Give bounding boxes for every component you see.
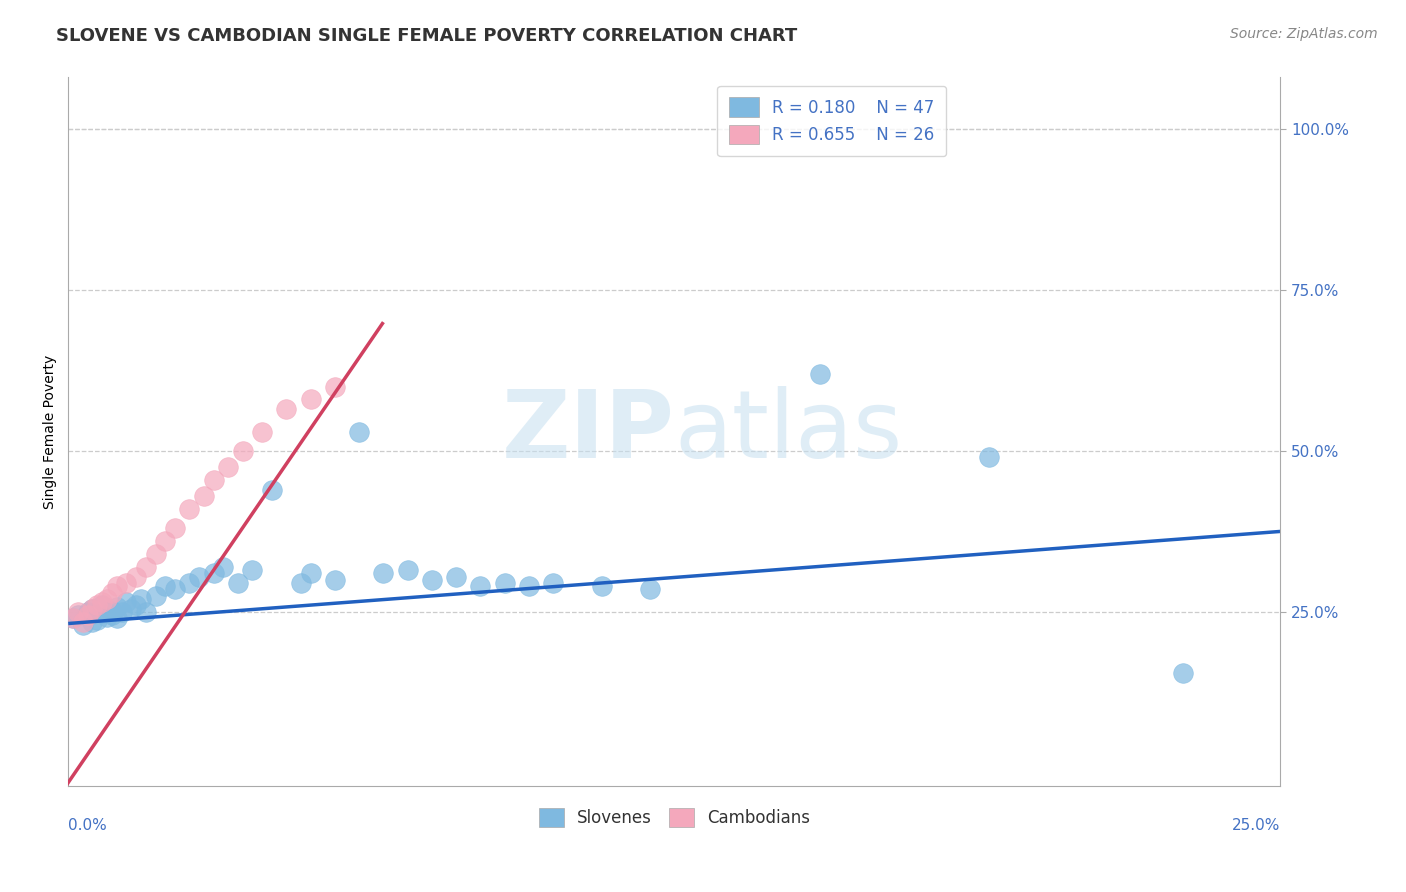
- Point: [135, 605, 157, 619]
- Point: [86, 599, 108, 613]
- Point: [110, 605, 132, 619]
- Text: 0.0%: 0.0%: [69, 818, 107, 832]
- Point: [153, 534, 176, 549]
- Legend: Slovenes, Cambodians: Slovenes, Cambodians: [531, 802, 817, 834]
- Point: [105, 579, 128, 593]
- Point: [101, 604, 124, 618]
- Text: ZIP: ZIP: [502, 385, 675, 477]
- Point: [299, 566, 322, 581]
- Point: [66, 605, 89, 619]
- Point: [202, 473, 225, 487]
- Point: [82, 601, 104, 615]
- Point: [153, 579, 176, 593]
- Point: [470, 579, 492, 593]
- Point: [1173, 666, 1195, 681]
- Point: [145, 589, 167, 603]
- Point: [179, 502, 201, 516]
- Point: [517, 579, 540, 593]
- Point: [62, 611, 84, 625]
- Point: [125, 599, 148, 613]
- Point: [72, 617, 94, 632]
- Point: [494, 576, 516, 591]
- Point: [444, 569, 467, 583]
- Point: [82, 601, 104, 615]
- Point: [979, 450, 1001, 465]
- Point: [145, 547, 167, 561]
- Point: [373, 566, 395, 581]
- Point: [193, 489, 215, 503]
- Point: [226, 576, 249, 591]
- Point: [62, 611, 84, 625]
- Point: [179, 576, 201, 591]
- Point: [212, 559, 235, 574]
- Point: [101, 608, 124, 623]
- Point: [638, 582, 661, 597]
- Point: [66, 608, 89, 623]
- Point: [217, 460, 239, 475]
- Point: [420, 573, 443, 587]
- Point: [105, 611, 128, 625]
- Point: [290, 576, 312, 591]
- Point: [115, 595, 138, 609]
- Point: [82, 615, 104, 629]
- Point: [396, 563, 419, 577]
- Point: [86, 613, 108, 627]
- Point: [163, 582, 186, 597]
- Text: SLOVENE VS CAMBODIAN SINGLE FEMALE POVERTY CORRELATION CHART: SLOVENE VS CAMBODIAN SINGLE FEMALE POVER…: [56, 27, 797, 45]
- Point: [591, 579, 613, 593]
- Point: [105, 599, 128, 614]
- Point: [323, 573, 346, 587]
- Point: [125, 569, 148, 583]
- Point: [72, 615, 94, 629]
- Point: [76, 608, 98, 623]
- Point: [808, 367, 831, 381]
- Point: [101, 585, 124, 599]
- Text: atlas: atlas: [675, 385, 903, 477]
- Point: [299, 392, 322, 407]
- Point: [96, 592, 118, 607]
- Point: [76, 605, 98, 619]
- Y-axis label: Single Female Poverty: Single Female Poverty: [44, 354, 58, 508]
- Text: 25.0%: 25.0%: [1232, 818, 1281, 832]
- Point: [115, 576, 138, 591]
- Point: [91, 599, 114, 613]
- Point: [541, 576, 564, 591]
- Point: [242, 563, 264, 577]
- Text: Source: ZipAtlas.com: Source: ZipAtlas.com: [1230, 27, 1378, 41]
- Point: [323, 379, 346, 393]
- Point: [202, 566, 225, 581]
- Point: [96, 610, 118, 624]
- Point: [163, 521, 186, 535]
- Point: [91, 595, 114, 609]
- Point: [232, 444, 254, 458]
- Point: [129, 592, 152, 607]
- Point: [260, 483, 283, 497]
- Point: [120, 601, 142, 615]
- Point: [347, 425, 370, 439]
- Point: [276, 402, 298, 417]
- Point: [91, 606, 114, 620]
- Point: [250, 425, 273, 439]
- Point: [188, 569, 211, 583]
- Point: [135, 559, 157, 574]
